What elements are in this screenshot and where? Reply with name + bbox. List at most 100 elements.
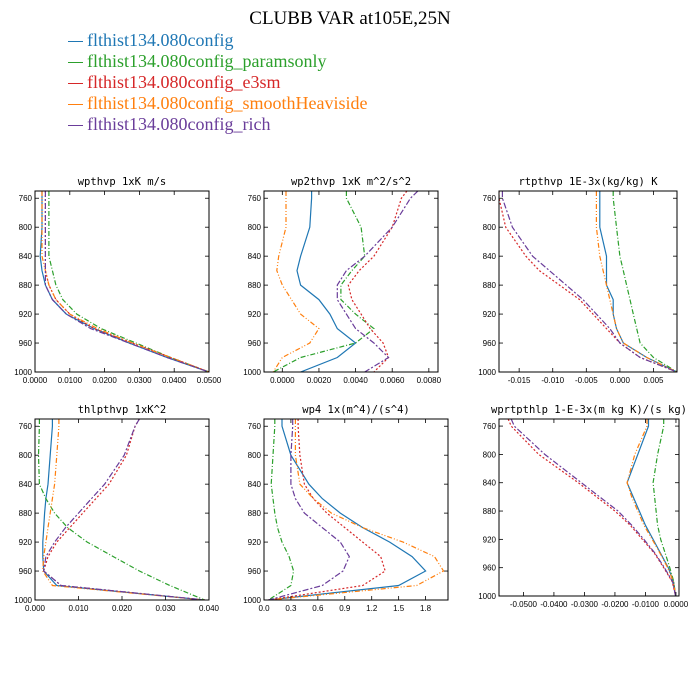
x-tick-label: 1.5 — [393, 604, 405, 613]
y-tick-label: 760 — [19, 422, 33, 431]
x-tick-label: 0.0200 — [92, 376, 117, 385]
series-line — [44, 191, 209, 372]
y-tick-label: 1000 — [243, 368, 261, 377]
y-tick-label: 800 — [483, 223, 497, 232]
panel-title: wp4 1x(m^4)/(s^4) — [302, 404, 409, 416]
panel: thlpthvp 1xK^2 760 800 840 880 920 960 10000.00… — [14, 404, 219, 613]
y-tick-label: 960 — [248, 567, 262, 576]
legend-item: flthist134.080config_paramsonly — [68, 51, 367, 72]
series-line — [43, 419, 205, 600]
y-tick-label: 760 — [483, 194, 497, 203]
series-line — [272, 191, 375, 372]
x-tick-label: -0.005 — [575, 376, 598, 385]
legend-label: flthist134.080config_paramsonly — [87, 51, 327, 71]
x-tick-label: 0.6 — [312, 604, 324, 613]
x-tick-label: 0.0000 — [23, 376, 48, 385]
x-tick-label: -0.010 — [541, 376, 564, 385]
y-tick-label: 920 — [483, 535, 497, 544]
y-tick-label: 960 — [483, 564, 497, 573]
series-line — [626, 419, 677, 596]
series-line — [268, 419, 445, 600]
series-line — [599, 191, 677, 372]
x-tick-label: 0.0300 — [127, 376, 152, 385]
y-tick-label: 880 — [248, 281, 262, 290]
y-tick-label: 760 — [248, 194, 262, 203]
y-tick-label: 880 — [483, 507, 497, 516]
legend-item: flthist134.080config_e3sm — [68, 72, 367, 93]
y-tick-label: 800 — [248, 451, 262, 460]
plot-frame — [263, 418, 449, 601]
y-tick-label: 760 — [483, 422, 497, 431]
y-tick-label: 920 — [248, 310, 262, 319]
panel: rtpthvp 1E-3x(kg/kg) K 760 800 840 880 920 960… — [478, 176, 678, 385]
y-tick-label: 840 — [248, 480, 262, 489]
x-tick-label: -0.0400 — [540, 600, 568, 609]
panel-title: thlpthvp 1xK^2 — [78, 404, 167, 416]
series-line — [48, 191, 209, 372]
x-tick-label: 0.030 — [155, 604, 176, 613]
panel-title: rtpthvp 1E-3x(kg/kg) K — [518, 176, 658, 188]
legend-swatch — [68, 83, 83, 85]
legend-label: flthist134.080config_rich — [87, 114, 271, 134]
plot-frame — [498, 418, 680, 597]
series-line — [268, 419, 350, 600]
x-tick-label: 0.0000 — [270, 376, 295, 385]
y-tick-label: 840 — [483, 252, 497, 261]
y-tick-label: 880 — [483, 281, 497, 290]
y-tick-label: 880 — [19, 281, 33, 290]
x-tick-label: 0.0 — [258, 604, 270, 613]
panel: wprtpthlp 1-E-3x(m kg K)/(s kg) 760 800 840… — [478, 404, 689, 609]
series-line — [42, 419, 205, 600]
series-line — [501, 191, 677, 372]
panel: wpthvp 1xK m/s 760 800 840 880 920 960 10000.00… — [14, 176, 222, 385]
series-line — [510, 419, 677, 596]
series-line — [272, 191, 320, 372]
series-line — [37, 419, 205, 600]
legend-label: flthist134.080config_e3sm — [87, 72, 281, 92]
x-tick-label: 0.9 — [339, 604, 351, 613]
x-tick-label: 0.0400 — [162, 376, 187, 385]
y-tick-label: 800 — [19, 223, 33, 232]
y-tick-label: 800 — [248, 223, 262, 232]
series-line — [507, 419, 677, 596]
y-tick-label: 840 — [19, 480, 33, 489]
plot-frame — [34, 190, 210, 373]
x-tick-label: 0.0080 — [417, 376, 442, 385]
x-tick-label: 0.010 — [68, 604, 89, 613]
y-tick-label: 960 — [19, 567, 33, 576]
x-tick-label: 0.3 — [285, 604, 297, 613]
series-line — [296, 191, 357, 372]
y-tick-label: 1000 — [478, 368, 496, 377]
legend-swatch — [68, 62, 83, 64]
plot-frame — [34, 418, 210, 601]
series-line — [39, 191, 209, 372]
x-tick-label: 0.0000 — [664, 600, 689, 609]
legend-item: flthist134.080config_smoothHeaviside — [68, 93, 367, 114]
y-tick-label: 1000 — [14, 368, 32, 377]
legend-swatch — [68, 104, 83, 106]
x-tick-label: -0.015 — [508, 376, 531, 385]
y-tick-label: 960 — [19, 339, 33, 348]
legend-swatch — [68, 41, 83, 43]
series-line — [43, 419, 205, 600]
x-tick-label: -0.0100 — [632, 600, 660, 609]
x-tick-label: 0.0020 — [307, 376, 332, 385]
y-tick-label: 840 — [483, 479, 497, 488]
panel-title: wprtpthlp 1-E-3x(m kg K)/(s kg) — [491, 404, 687, 416]
legend-label: flthist134.080config — [87, 30, 234, 50]
y-tick-label: 1000 — [478, 592, 496, 601]
plot-frame — [263, 190, 439, 373]
legend-item: flthist134.080config — [68, 30, 367, 51]
x-tick-label: 1.2 — [366, 604, 378, 613]
panel: wp2thvp 1xK m^2/s^2 760 800 840 880 920 960 100… — [243, 176, 441, 385]
y-tick-label: 1000 — [14, 596, 32, 605]
series-line — [336, 191, 419, 372]
y-tick-label: 880 — [19, 509, 33, 518]
x-tick-label: 0.040 — [199, 604, 220, 613]
legend: flthist134.080config flthist134.080confi… — [68, 30, 367, 135]
series-line — [268, 419, 295, 600]
series-line — [652, 419, 677, 596]
x-tick-label: 0.0040 — [343, 376, 368, 385]
y-tick-label: 920 — [19, 538, 33, 547]
series-line — [595, 191, 677, 372]
